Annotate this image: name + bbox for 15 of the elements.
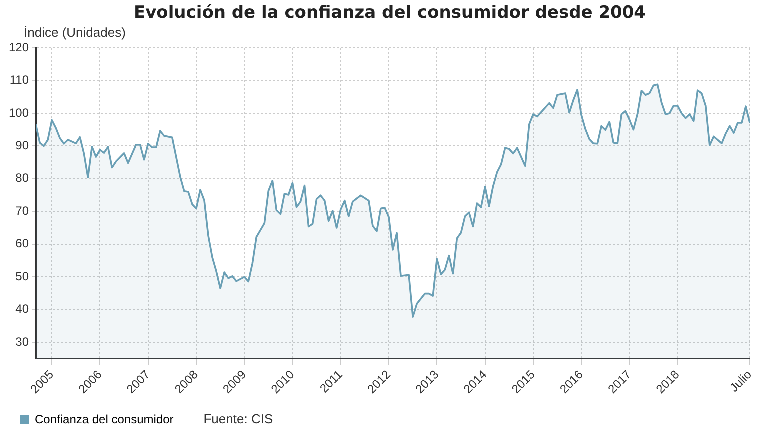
source-note: Fuente: CIS xyxy=(204,412,274,427)
y-tick-label: 100 xyxy=(8,106,30,120)
y-tick-label: 120 xyxy=(8,40,30,54)
y-tick-label: 90 xyxy=(16,138,30,153)
y-tick-label: 80 xyxy=(16,171,30,186)
y-tick-label: 50 xyxy=(16,269,30,284)
y-tick-label: 110 xyxy=(10,73,30,88)
y-axis-title: Índice (Unidades) xyxy=(24,25,126,40)
y-tick-label: 40 xyxy=(16,302,30,316)
x-tick-label: Julio xyxy=(727,367,755,395)
y-tick-label: 60 xyxy=(16,236,30,251)
y-tick-label: 70 xyxy=(16,204,30,218)
chart-title: Evolución de la confianza del consumidor desde 2004 xyxy=(132,2,648,25)
y-tick-label: 30 xyxy=(16,334,30,349)
legend-label: Confianza del consumidor xyxy=(35,412,174,426)
